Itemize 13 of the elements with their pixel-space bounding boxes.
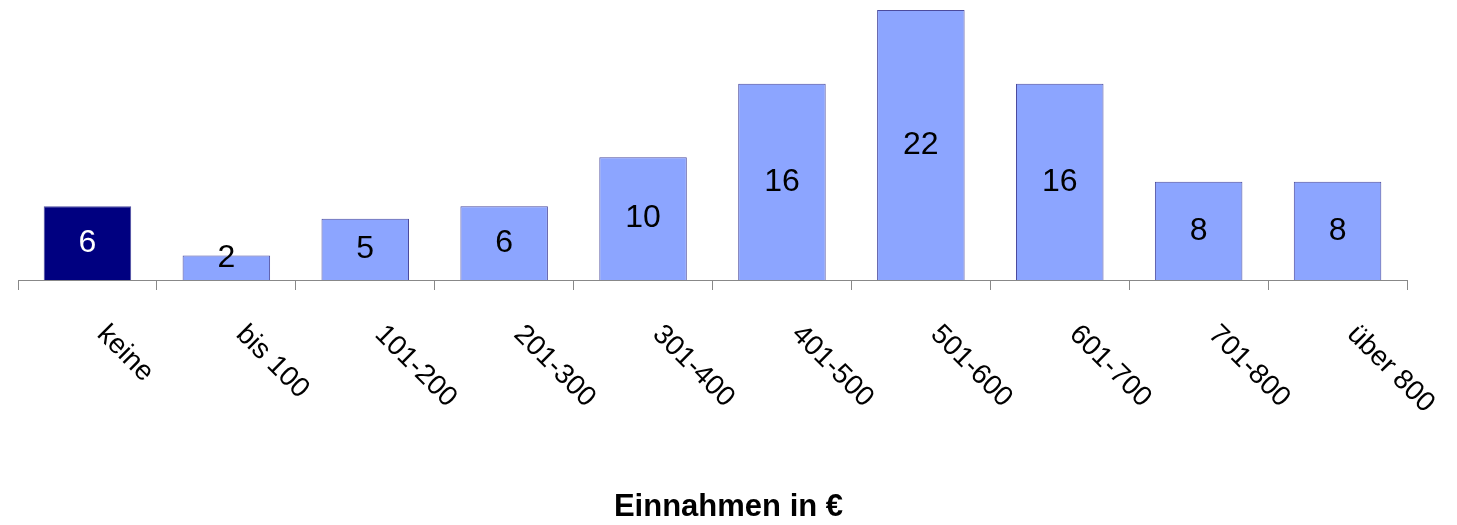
data-label: 22 — [903, 124, 939, 161]
x-tick-label: bis 100 — [230, 317, 317, 404]
data-label: 2 — [217, 237, 236, 274]
data-label: 16 — [764, 161, 800, 198]
data-label: 5 — [356, 229, 375, 266]
data-label: 16 — [1041, 161, 1078, 198]
data-label: 8 — [1189, 210, 1208, 247]
x-tick-label: über 800 — [1341, 317, 1442, 418]
data-label: 10 — [625, 198, 661, 235]
x-axis-title: Einnahmen in € — [612, 488, 845, 524]
data-label: 8 — [1328, 210, 1347, 247]
data-label: 6 — [495, 223, 514, 260]
data-label: 6 — [78, 223, 97, 260]
